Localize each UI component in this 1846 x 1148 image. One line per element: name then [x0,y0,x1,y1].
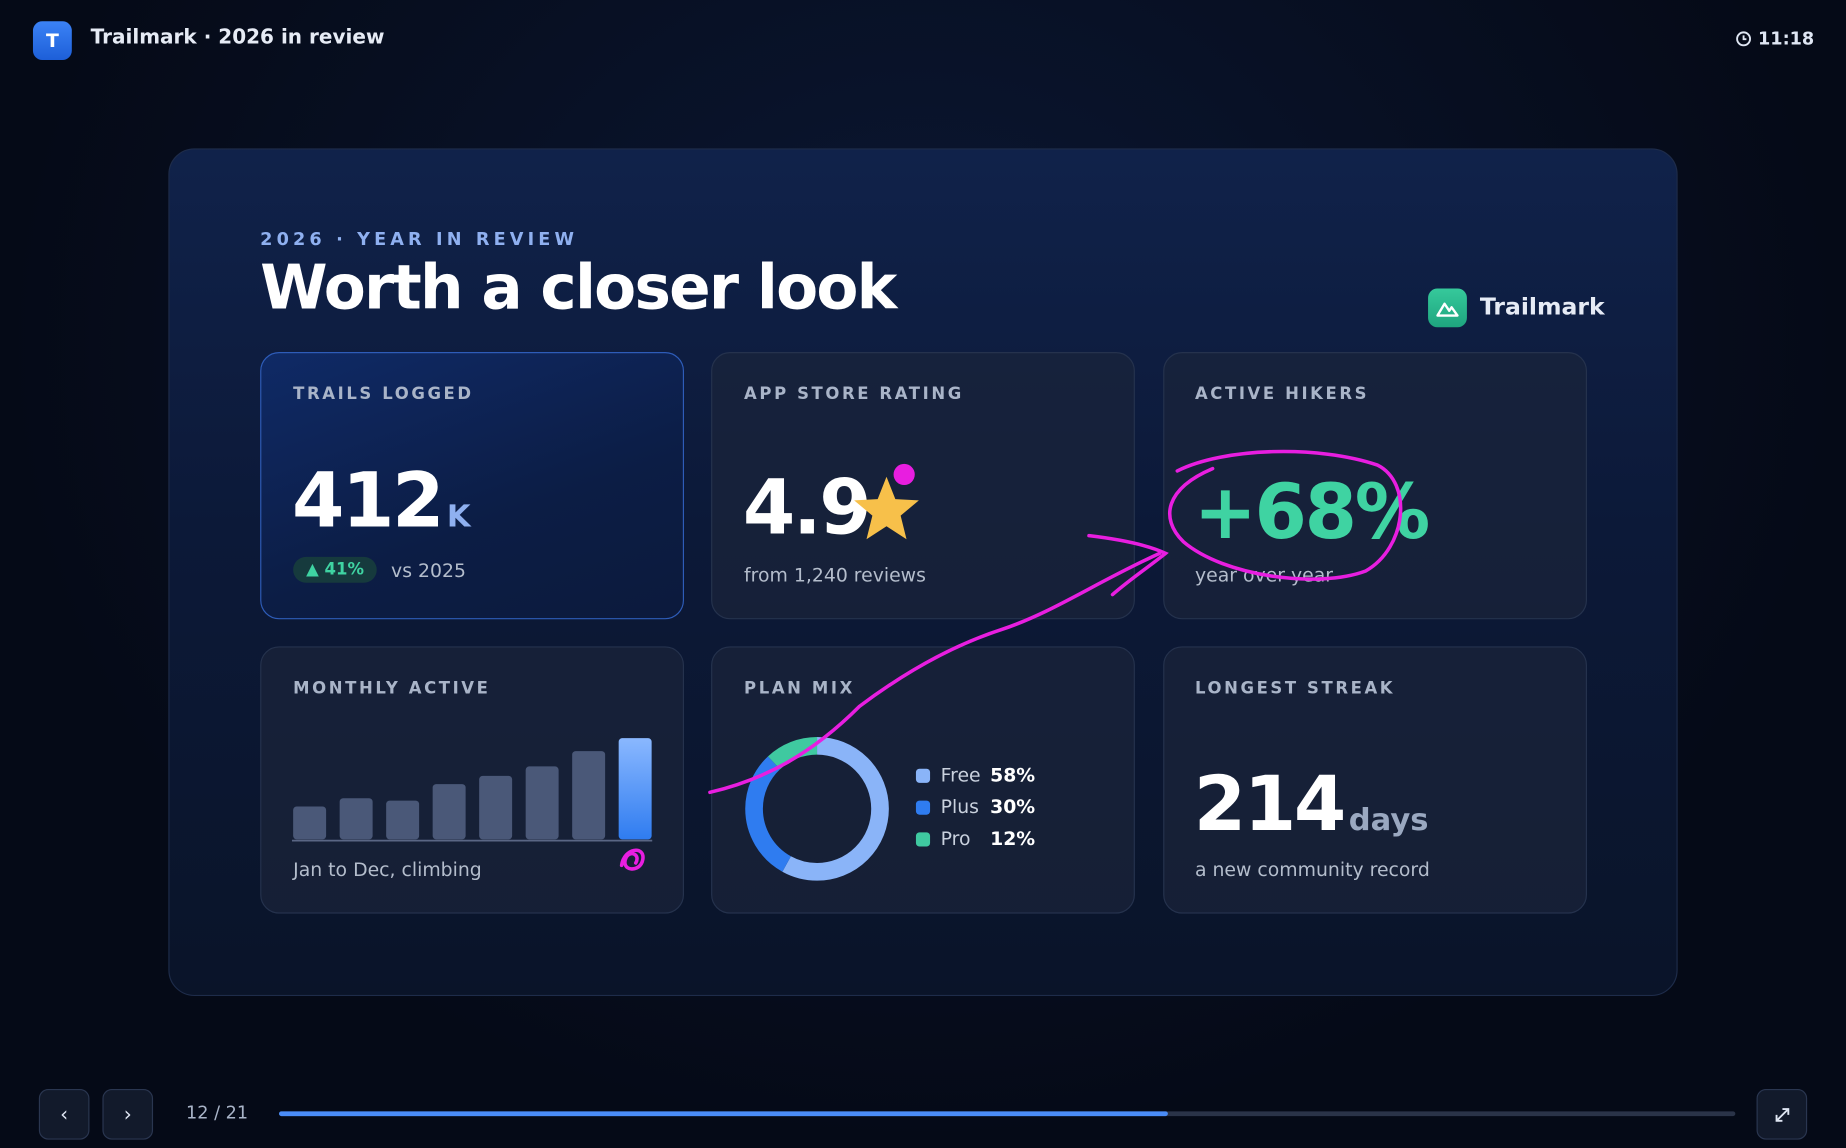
bar [386,800,420,840]
donut-segment [745,736,889,881]
card [260,646,685,914]
stat-caption: from 1,240 reviews [744,563,926,587]
card [1163,646,1588,914]
stat: 412 K [292,464,471,539]
card [711,352,1135,620]
donut-chart: Free 58% Plus 30% Pro 12% [745,736,1035,881]
legend-swatch [915,800,931,815]
legend-value: 58% [990,765,1035,786]
annotation-circle [1167,449,1403,581]
legend-swatch [915,832,931,847]
stat-value: 4.9 [742,465,872,553]
bar [432,784,466,840]
eyebrow: 2026 · YEAR IN REVIEW [260,228,579,250]
bar [618,738,652,840]
bar [525,766,559,840]
brand-icon [1428,288,1467,328]
bar [572,751,606,840]
card-label: MONTHLY ACTIVE [293,679,491,699]
prev-button[interactable]: ‹ [38,1089,90,1140]
bar [293,806,327,840]
page-counter: 12 / 21 [186,1101,249,1124]
annotation-scribble [619,848,645,871]
brand-name: Trailmark [1479,291,1605,321]
slide-title: Worth a closer look [260,253,897,324]
compare: vs 2025 [391,558,466,581]
chart-caption: Jan to Dec, climbing [293,858,482,881]
legend-value: 30% [990,797,1035,818]
stat-value: 214 [1193,761,1347,849]
legend-label: Plus [941,797,979,818]
delta-badge: ▲ 41% [293,556,377,583]
stat: 214 days [1194,768,1429,843]
delta-row: ▲ 41% vs 2025 [293,556,466,583]
clock-time: 11:18 [1758,28,1815,50]
stat-value: +68% [1193,469,1430,557]
annotation-arrowhead [1087,533,1169,597]
bar [339,798,373,840]
app-title: Trailmark · 2026 in review [90,25,385,50]
progress-fill [279,1111,1168,1117]
bar [479,775,513,840]
clock-icon [1736,31,1752,47]
stat-caption: a new community record [1194,858,1430,881]
card-label: ACTIVE HIKERS [1194,384,1370,404]
legend-label: Pro [941,829,971,850]
app-icon: T [32,21,72,61]
donut-segment [745,736,889,881]
next-button[interactable]: › [102,1089,154,1140]
stat-unit: days [1348,802,1429,839]
card-label: APP STORE RATING [744,384,964,404]
fullscreen-button[interactable] [1756,1089,1808,1140]
stat-value: 412 [291,457,445,546]
card-label: TRAILS LOGGED [293,384,474,404]
card-label: PLAN MIX [744,679,855,699]
star-icon [854,476,919,540]
card-label: LONGEST STREAK [1194,679,1396,699]
bar-chart [291,738,653,842]
card [1163,352,1588,620]
legend-value: 12% [990,829,1035,850]
annotation-arrow [708,551,1162,795]
legend-swatch [915,768,931,783]
clock: 11:18 [1736,28,1815,50]
annotation-dot [893,463,915,486]
stat-unit: K [446,499,471,535]
legend-label: Free [941,765,981,786]
